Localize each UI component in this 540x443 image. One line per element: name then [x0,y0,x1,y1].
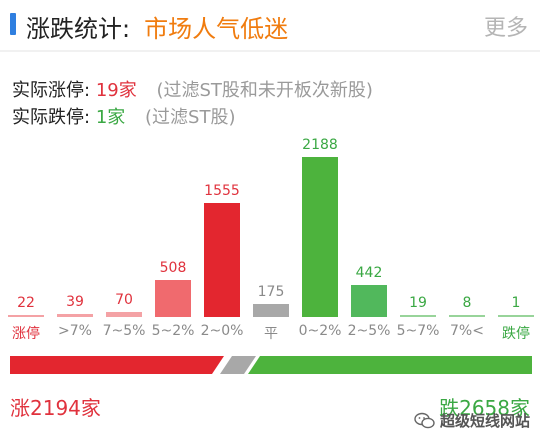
bar-6 [302,157,338,317]
bar-1 [57,314,93,317]
bar-10 [498,315,534,317]
tick-label-2: 7~5% [102,323,146,339]
bar-value-5: 175 [257,284,285,301]
ratio-up-segment [10,356,224,374]
bar-value-4: 1555 [204,183,240,200]
bar-value-0: 22 [17,295,35,311]
watermark-text: 超级短线网站 [439,412,530,430]
bar-value-3: 508 [159,259,187,276]
page-title: 涨跌统计: 市场人气低迷 [26,9,288,44]
ratio-down-segment [248,356,532,374]
tick-label-9: 7%< [450,323,484,339]
bar-value-9: 8 [462,295,472,311]
bar-3 [155,279,191,317]
tick-label-5: 平 [264,326,278,342]
limit-down-value: 1家 [95,107,126,128]
bar-value-2: 70 [115,291,133,308]
tick-label-3: 5~2% [151,323,195,339]
market-mood-status: 市场人气低迷 [144,15,289,43]
bar-8 [400,315,436,317]
up-down-ratio-bar [10,356,532,374]
header: 涨跌统计: 市场人气低迷 更多 [0,0,540,50]
limit-down-label: 实际跌停: [12,107,91,128]
limit-down-stat: 实际跌停: 1家 (过滤ST股) [12,103,235,129]
bar-9 [449,315,485,317]
more-button[interactable]: 更多 [483,16,528,41]
bar-value-8: 19 [409,295,427,311]
bar-value-10: 1 [511,295,521,311]
bar-2 [106,311,142,317]
bar-7 [351,284,387,317]
tick-label-1: >7% [58,323,92,339]
bar-value-7: 442 [355,264,383,281]
watermark: 超级短线网站 [414,410,530,431]
up-total: 涨2194家 [10,396,101,420]
tick-label-0: 涨停 [12,326,40,342]
bar-4 [204,203,240,317]
bar-value-1: 39 [66,294,84,311]
wechat-icon [414,412,435,428]
tick-label-7: 2~5% [347,323,391,339]
header-divider [0,50,540,52]
limit-up-stat: 实际涨停: 19家 (过滤ST股和未开板次新股) [12,76,373,102]
title-label: 涨跌统计: [26,15,131,43]
bar-value-6: 2188 [302,137,338,153]
bar-0 [8,315,44,317]
accent-bar [10,13,16,35]
tick-label-10: 跌停 [502,326,530,342]
limit-up-note: (过滤ST股和未开板次新股) [156,80,373,101]
tick-label-4: 2~0% [200,323,244,339]
tick-label-6: 0~2% [298,323,342,339]
ratio-flat-segment [220,356,256,374]
bar-5 [253,304,289,317]
limit-up-label: 实际涨停: [12,80,91,101]
tick-label-8: 5~7% [396,323,440,339]
limit-down-note: (过滤ST股) [145,107,236,128]
limit-up-value: 19家 [95,80,137,101]
down-total: 跌2658家 [439,396,530,420]
